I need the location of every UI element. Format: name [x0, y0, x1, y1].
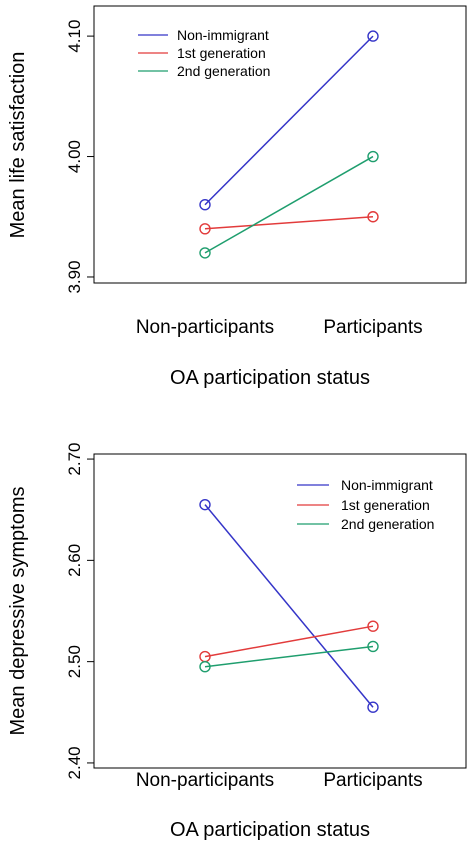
- y-tick-label: 4.10: [65, 20, 84, 53]
- x-axis-title: OA participation status: [170, 367, 370, 389]
- data-point: [199, 498, 211, 511]
- series-line: [204, 645, 374, 668]
- y-axis-title: Mean life satisfaction: [7, 52, 29, 239]
- data-point: [199, 661, 211, 673]
- plot-frame: [93, 5, 467, 284]
- plot-frame: [93, 453, 467, 769]
- series-line: [204, 625, 374, 658]
- x-category-label: Participants: [323, 770, 422, 791]
- series-line: [204, 216, 374, 230]
- data-point: [367, 640, 379, 653]
- y-axis-title: Mean depressive symptoms: [7, 487, 29, 736]
- legend-label: Non-immigrant: [341, 477, 433, 493]
- y-tick-label: 4.00: [65, 140, 84, 173]
- data-point: [199, 247, 211, 259]
- chart-panel-1: 3.90 4.00 4.10 Non-participants Participants…: [7, 5, 467, 389]
- legend-label: 2nd generation: [177, 63, 270, 79]
- series-line: [204, 35, 374, 206]
- y-tick-label: 2.60: [65, 544, 84, 577]
- data-point: [367, 701, 379, 713]
- y-tick-label: 2.50: [65, 645, 84, 678]
- x-category-label: Non-participants: [136, 770, 274, 791]
- legend-label: Non-immigrant: [177, 27, 269, 43]
- legend: Non-immigrant 1st generation 2nd generatio…: [297, 477, 434, 532]
- data-point: [367, 30, 379, 42]
- data-point: [367, 620, 379, 632]
- x-axis-title: OA participation status: [170, 819, 370, 841]
- y-tick-label: 2.70: [65, 443, 84, 476]
- x-category-label: Non-participants: [136, 317, 274, 338]
- y-tick-label: 2.40: [65, 746, 84, 779]
- legend-label: 2nd generation: [341, 516, 434, 532]
- data-point: [367, 150, 379, 163]
- y-tick-label: 3.90: [65, 260, 84, 293]
- x-category-label: Participants: [323, 317, 422, 338]
- series-line: [204, 155, 374, 254]
- legend: Non-immigrant 1st generation 2nd generatio…: [138, 27, 270, 79]
- series-line: [204, 504, 374, 708]
- legend-label: 1st generation: [341, 497, 430, 513]
- data-point: [199, 199, 211, 211]
- legend-label: 1st generation: [177, 45, 266, 61]
- data-point: [199, 223, 211, 235]
- data-point: [367, 211, 379, 223]
- chart-panel-2: 2.40 2.50 2.60 2.70 Non-participants Particip…: [7, 443, 467, 841]
